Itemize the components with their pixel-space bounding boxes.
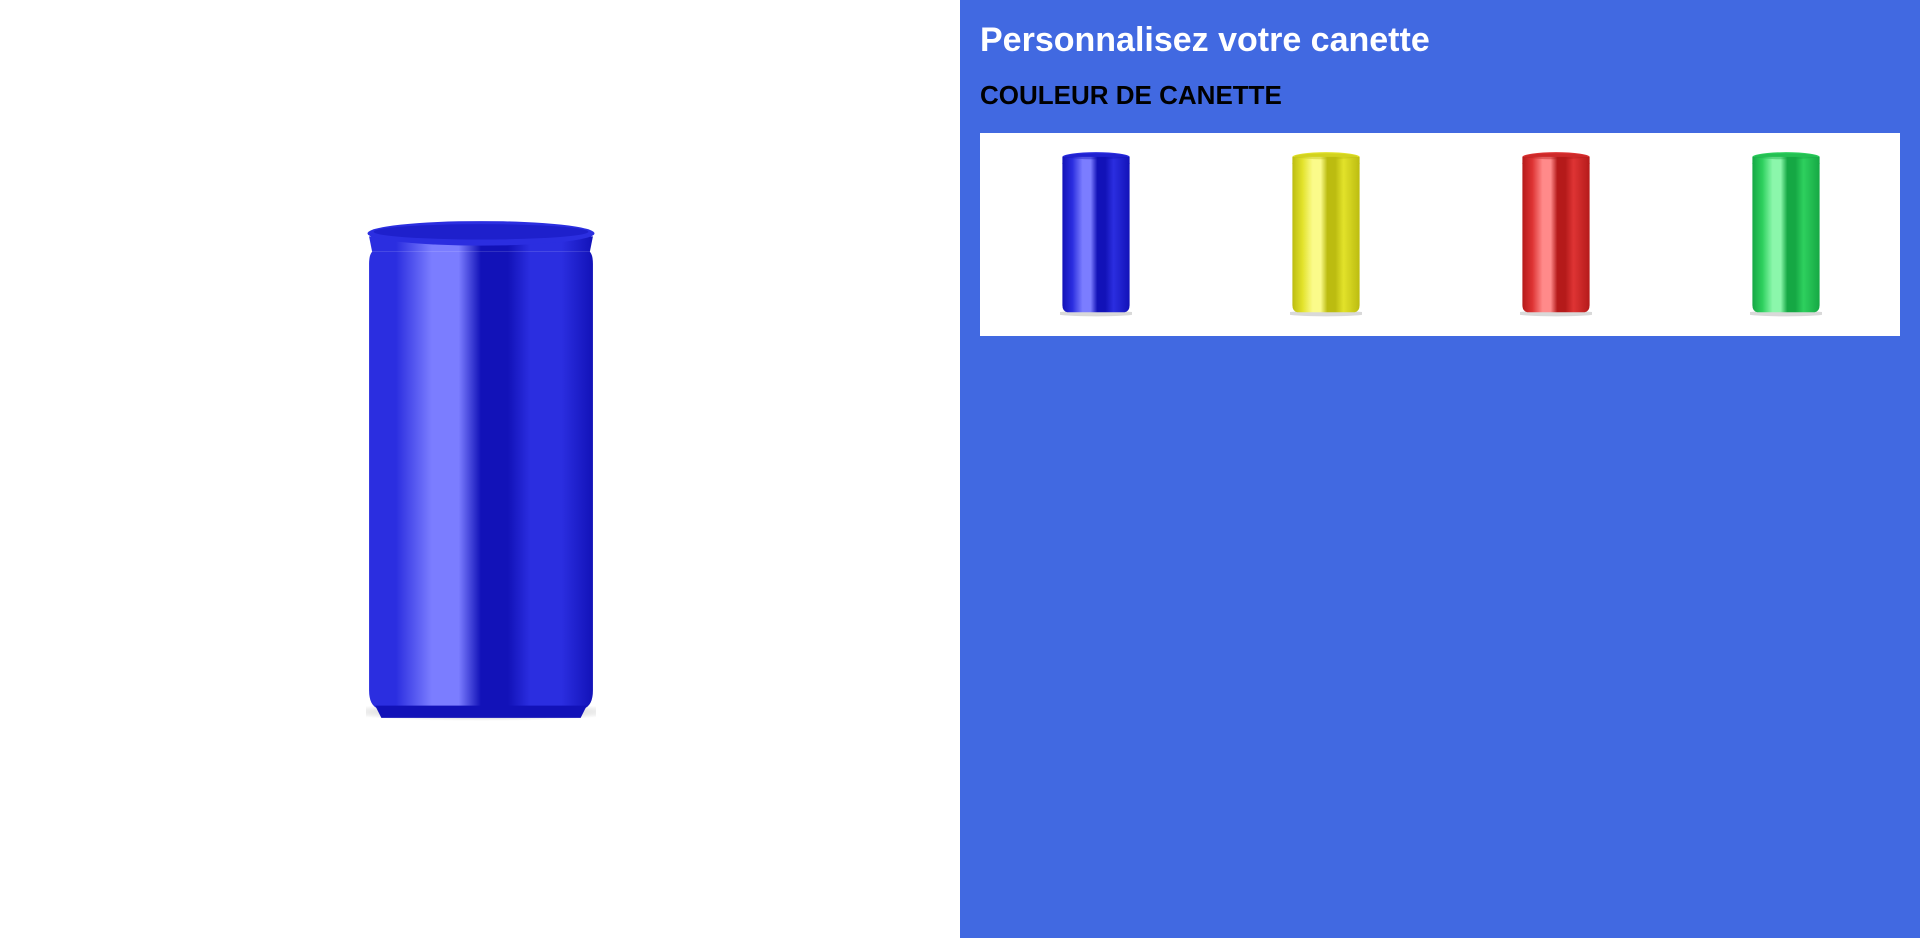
can-color-options [980,133,1900,336]
can-icon [1060,152,1132,317]
color-option-green[interactable] [1750,151,1822,317]
can-color-section-title: COULEUR DE CANETTE [980,80,1282,110]
color-option-red[interactable] [1520,151,1592,317]
preview-can-image [366,218,596,724]
can-icon [1520,152,1592,317]
panel-title: Personnalisez votre canette [980,21,1430,59]
color-option-blue[interactable] [1060,151,1132,317]
can-preview-area [366,218,596,724]
customization-panel: Personnalisez votre canette COULEUR DE C… [960,0,1920,938]
can-icon [1750,152,1822,317]
color-option-yellow[interactable] [1290,151,1362,317]
can-icon [366,221,596,721]
can-icon [1290,152,1362,317]
